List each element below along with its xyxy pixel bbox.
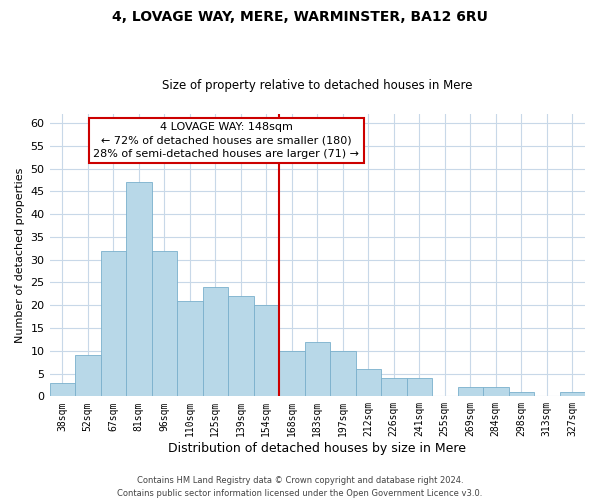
Text: 4 LOVAGE WAY: 148sqm
← 72% of detached houses are smaller (180)
28% of semi-deta: 4 LOVAGE WAY: 148sqm ← 72% of detached h… xyxy=(93,122,359,159)
Bar xyxy=(305,342,330,396)
Bar xyxy=(75,356,101,397)
Bar xyxy=(458,387,483,396)
Bar xyxy=(101,250,126,396)
Bar xyxy=(50,382,75,396)
Bar xyxy=(509,392,534,396)
Bar xyxy=(203,287,228,397)
Bar xyxy=(356,369,381,396)
Bar xyxy=(330,351,356,397)
Bar xyxy=(126,182,152,396)
Bar xyxy=(381,378,407,396)
Bar xyxy=(152,250,177,396)
Y-axis label: Number of detached properties: Number of detached properties xyxy=(15,168,25,343)
Bar xyxy=(254,306,279,396)
Bar xyxy=(483,387,509,396)
Bar xyxy=(279,351,305,397)
Title: Size of property relative to detached houses in Mere: Size of property relative to detached ho… xyxy=(162,79,473,92)
Text: Contains HM Land Registry data © Crown copyright and database right 2024.
Contai: Contains HM Land Registry data © Crown c… xyxy=(118,476,482,498)
X-axis label: Distribution of detached houses by size in Mere: Distribution of detached houses by size … xyxy=(168,442,466,455)
Bar xyxy=(177,300,203,396)
Bar xyxy=(560,392,585,396)
Bar xyxy=(407,378,432,396)
Bar xyxy=(228,296,254,396)
Text: 4, LOVAGE WAY, MERE, WARMINSTER, BA12 6RU: 4, LOVAGE WAY, MERE, WARMINSTER, BA12 6R… xyxy=(112,10,488,24)
